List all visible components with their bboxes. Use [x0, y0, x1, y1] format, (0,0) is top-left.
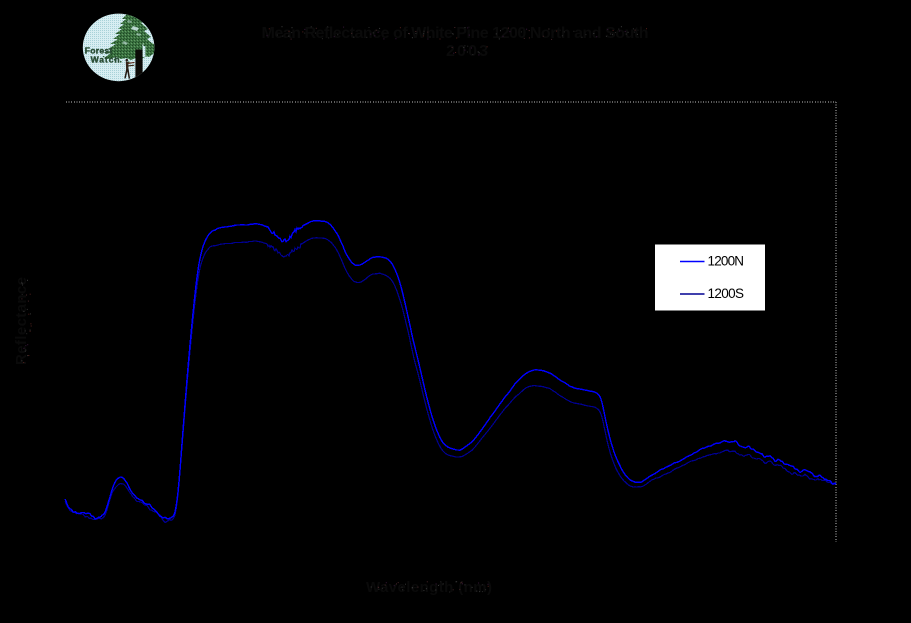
- svg-text:Wavelength (nm): Wavelength (nm): [366, 579, 492, 596]
- svg-text:Forest: Forest: [85, 45, 113, 55]
- svg-text:1200S: 1200S: [708, 286, 745, 301]
- svg-text:Watch: Watch: [91, 54, 120, 64]
- svg-text:1200N: 1200N: [708, 253, 745, 268]
- svg-text:Reflectance: Reflectance: [13, 277, 30, 365]
- svg-text:Mean Reflectance of White Pine: Mean Reflectance of White Pine 1200 Nort…: [262, 25, 649, 42]
